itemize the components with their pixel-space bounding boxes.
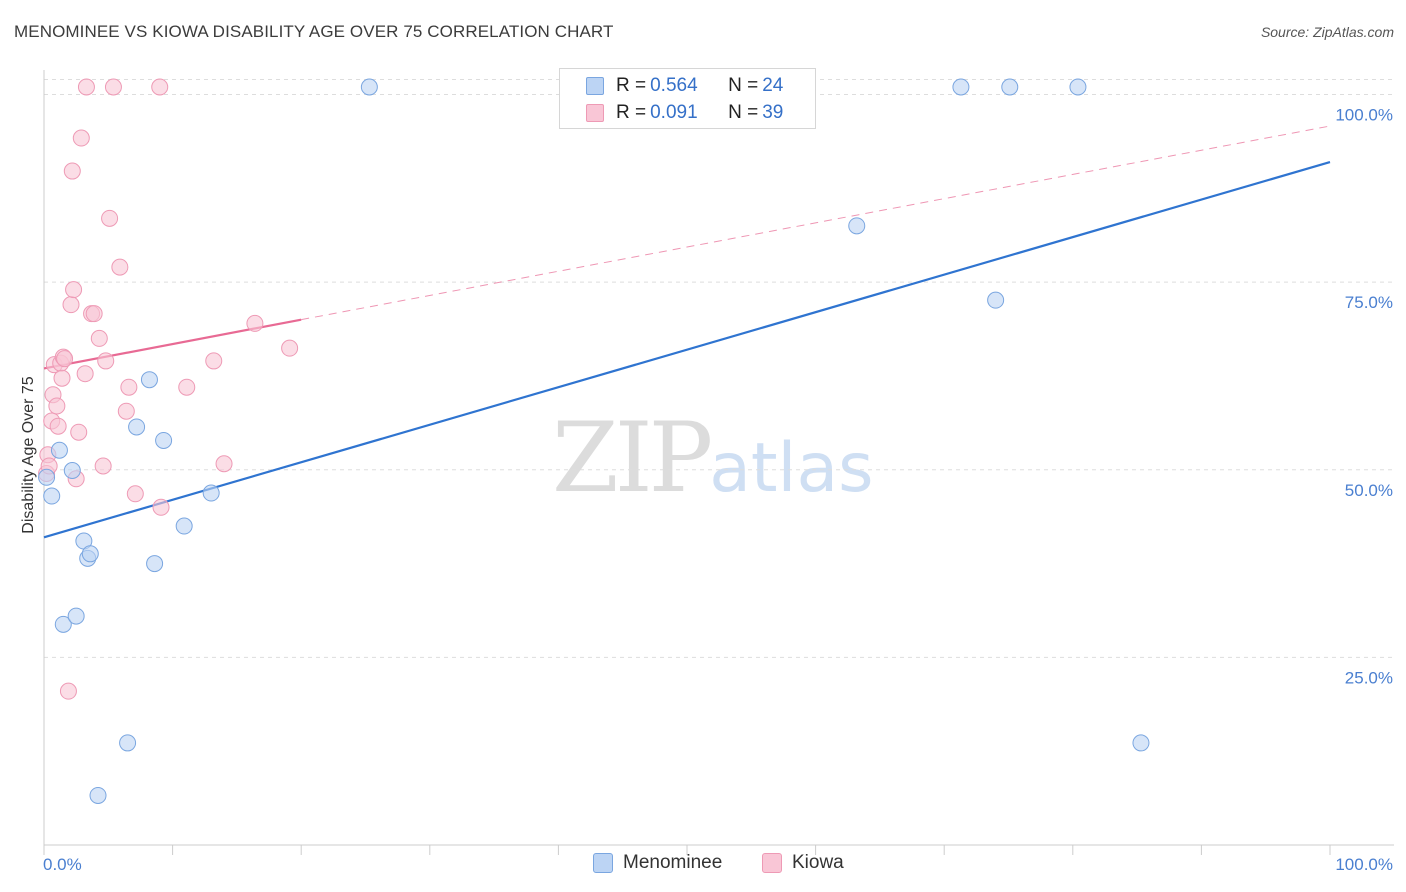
chart-title: MENOMINEE VS KIOWA DISABILITY AGE OVER 7… [14, 22, 614, 41]
kiowa-point [246, 314, 264, 332]
y-tick-label: 75.0% [1345, 293, 1393, 312]
tick-labels: 25.0% 50.0% 75.0% 100.0% 0.0% 100.0% [43, 106, 1393, 874]
menominee-point [67, 607, 85, 625]
kiowa-point [111, 258, 129, 276]
stats-legend: R = 0.564 N = 24 R = 0.091 N = 39 [559, 68, 816, 129]
menominee-point [63, 462, 81, 480]
r-value: 0.091 [650, 102, 698, 123]
kiowa-point [70, 423, 88, 441]
menominee-point [38, 468, 56, 486]
menominee-point [81, 545, 99, 563]
menominee-legend-swatch [593, 853, 613, 873]
menominee-point [175, 517, 193, 535]
kiowa-point [56, 350, 74, 368]
kiowa-point [48, 397, 66, 415]
gridlines [44, 79, 1394, 658]
n-label: N = [728, 102, 759, 123]
kiowa-point [90, 329, 108, 347]
kiowa-point [77, 78, 95, 96]
menominee-point [155, 431, 173, 449]
menominee-point [202, 484, 220, 502]
menominee-point [848, 217, 866, 235]
n-value: 39 [762, 102, 784, 123]
kiowa-legend-label: Kiowa [792, 852, 844, 873]
x-axis-ticks [43, 845, 1331, 855]
menominee-point [89, 786, 107, 804]
kiowa-point [59, 682, 77, 700]
menominee-swatch [586, 77, 604, 95]
kiowa-point [152, 498, 170, 516]
r-value: 0.564 [650, 75, 698, 96]
r-label: R = [616, 75, 647, 96]
legend-item-menominee: Menominee [593, 852, 722, 874]
menominee-point [1132, 734, 1150, 752]
n-label: N = [728, 75, 759, 96]
kiowa-trend-extension [301, 125, 1331, 321]
kiowa-point [97, 352, 115, 370]
y-tick-label: 25.0% [1345, 668, 1393, 687]
kiowa-point [62, 296, 80, 314]
kiowa-point [215, 455, 233, 473]
kiowa-point [63, 162, 81, 180]
axes [43, 70, 1394, 846]
r-label: R = [616, 102, 647, 123]
y-tick-label: 100.0% [1335, 106, 1393, 125]
kiowa-point [178, 378, 196, 396]
legend-row-menominee: R = 0.564 N = 24 [586, 75, 783, 97]
data-points [38, 78, 1150, 804]
kiowa-point [49, 417, 67, 435]
x-tick-label: 100.0% [1335, 855, 1393, 874]
menominee-point [43, 487, 61, 505]
y-tick-label: 50.0% [1345, 481, 1393, 500]
kiowa-point [72, 129, 90, 147]
menominee-point [119, 734, 137, 752]
kiowa-point [104, 78, 122, 96]
kiowa-point [65, 281, 83, 299]
y-axis-title: Disability Age Over 75 [20, 376, 37, 534]
menominee-point [146, 555, 164, 573]
kiowa-point [151, 78, 169, 96]
n-value: 24 [762, 75, 784, 96]
menominee-point [952, 78, 970, 96]
kiowa-point [53, 369, 71, 387]
kiowa-point [76, 365, 94, 383]
kiowa-point [117, 402, 135, 420]
kiowa-point [205, 352, 223, 370]
kiowa-point [281, 339, 299, 357]
kiowa-point [126, 485, 144, 503]
menominee-point [1001, 78, 1019, 96]
watermark-atlas: atlas [709, 429, 874, 508]
legend-item-kiowa: Kiowa [762, 852, 844, 874]
kiowa-point [85, 305, 103, 323]
menominee-point [987, 291, 1005, 309]
menominee-point [1069, 78, 1087, 96]
menominee-point [140, 371, 158, 389]
kiowa-swatch [586, 104, 604, 122]
source-label: Source: ZipAtlas.com [1260, 24, 1394, 40]
kiowa-point [101, 209, 119, 227]
menominee-trend-line [43, 160, 1331, 539]
menominee-point [54, 615, 72, 633]
watermark-zip: ZIP [552, 402, 713, 514]
menominee-point [50, 441, 68, 459]
zipatlas-watermark: ZIPatlas [552, 402, 874, 514]
legend-row-kiowa: R = 0.091 N = 39 [586, 102, 783, 124]
trend-lines [43, 125, 1331, 539]
kiowa-legend-swatch [762, 853, 782, 873]
kiowa-point [94, 457, 112, 475]
kiowa-point [120, 378, 138, 396]
menominee-point [360, 78, 378, 96]
menominee-point [128, 418, 146, 436]
x-tick-label: 0.0% [43, 855, 82, 874]
menominee-legend-label: Menominee [623, 852, 723, 873]
